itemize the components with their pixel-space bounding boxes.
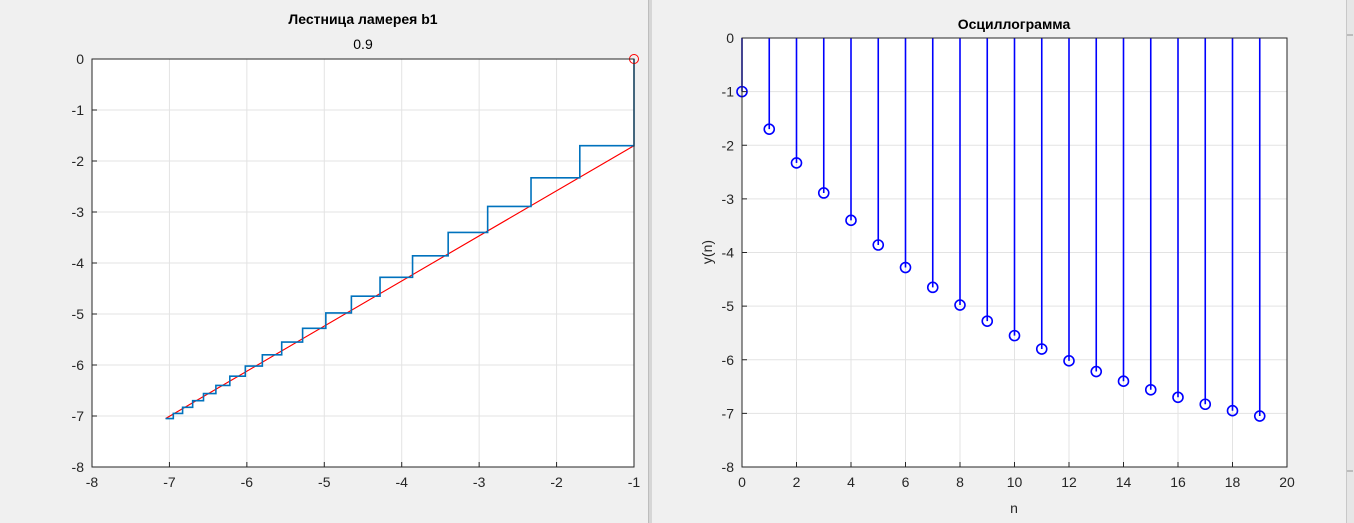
y-tick-label: -7 (722, 405, 735, 421)
stem-marker (1117, 375, 1130, 388)
y-tick-label: -1 (722, 84, 735, 100)
stem-marker (1253, 410, 1266, 422)
y-tick-label: -2 (72, 153, 85, 169)
stem-marker (899, 261, 912, 274)
edge-mark (1347, 470, 1353, 472)
x-tick-label: 18 (1225, 474, 1241, 490)
stem-marker (954, 299, 966, 311)
stem-marker (1172, 391, 1184, 404)
stem-marker (790, 157, 803, 169)
y-tick-label: -6 (722, 352, 735, 368)
y-tick-label: -6 (72, 357, 85, 373)
y-tick-label: -2 (722, 137, 735, 153)
stem-marker (1008, 329, 1021, 342)
bound-line (165, 145, 635, 419)
staircase-axes: -8 -7 -6 -5 -4 -3 -2 -1 0 -1 -2 -3 -4 -5 -6 -7 -8 Лестни… (72, 11, 641, 490)
stem-marker (845, 214, 857, 227)
y-tick-label: -3 (722, 191, 735, 207)
x-tick-label: -6 (241, 474, 254, 490)
x-tick-label: -4 (395, 474, 408, 490)
x-tick-label: 8 (956, 474, 964, 490)
x-tick-label: -1 (628, 474, 641, 490)
stem-marker (763, 123, 776, 135)
oscillogram-ylabel: y(n) (699, 240, 715, 264)
x-tick-label: 2 (793, 474, 801, 490)
y-tick-label: 0 (76, 51, 84, 67)
stem-marker (1063, 355, 1075, 367)
stem-marker (981, 315, 994, 327)
y-tick-label: -8 (72, 459, 85, 475)
oscillogram-ticks: 0 2 4 6 8 10 12 14 16 18 20 0 -1 -2 -3 -4 -5 -6 -7 -8 (722, 30, 1295, 490)
stem-marker (872, 239, 885, 251)
x-tick-label: -3 (473, 474, 486, 490)
staircase-data (165, 54, 639, 420)
staircase-line (165, 59, 635, 420)
staircase-subtitle: 0.9 (353, 36, 373, 52)
y-tick-label: -4 (72, 255, 85, 271)
edge-mark (1347, 34, 1353, 36)
y-tick-label: -3 (72, 204, 85, 220)
x-tick-label: 4 (847, 474, 855, 490)
x-tick-label: -5 (318, 474, 331, 490)
y-tick-label: -4 (722, 245, 735, 261)
stem-marker (817, 187, 830, 199)
stem-marker (1144, 383, 1157, 396)
oscillogram-xlabel: n (1010, 500, 1018, 516)
stem-marker (1199, 398, 1212, 411)
x-tick-label: 16 (1170, 474, 1186, 490)
stem-marker (1226, 404, 1239, 417)
window-right-edge (1346, 0, 1354, 523)
stem-marker (1090, 365, 1103, 378)
x-tick-label: 6 (902, 474, 910, 490)
x-tick-label: 20 (1279, 474, 1295, 490)
y-tick-label: -5 (72, 306, 85, 322)
y-tick-label: -8 (722, 459, 735, 475)
staircase-ticks: -8 -7 -6 -5 -4 -3 -2 -1 0 -1 -2 -3 -4 -5 -6 -7 -8 (72, 51, 641, 490)
x-tick-label: 14 (1116, 474, 1132, 490)
x-tick-label: -7 (163, 474, 176, 490)
x-tick-label: -8 (86, 474, 99, 490)
y-tick-label: -7 (72, 408, 85, 424)
figure-split-divider[interactable] (648, 0, 652, 523)
x-tick-label: 0 (738, 474, 746, 490)
oscillogram-title: Осциллограмма (958, 16, 1071, 32)
x-tick-label: -2 (550, 474, 563, 490)
y-tick-label: -5 (722, 298, 735, 314)
stem-marker (926, 281, 939, 294)
y-tick-label: -1 (72, 102, 85, 118)
x-tick-label: 12 (1061, 474, 1077, 490)
y-tick-label: 0 (726, 30, 734, 46)
stem-marker (1035, 343, 1048, 355)
oscillogram-axes: 0 2 4 6 8 10 12 14 16 18 20 0 -1 -2 -3 -4 -5 -6 -7 -8 Осцил… (699, 16, 1295, 516)
staircase-title: Лестница ламерея b1 (288, 11, 437, 27)
x-tick-label: 10 (1007, 474, 1023, 490)
oscillogram-data (736, 38, 1266, 422)
